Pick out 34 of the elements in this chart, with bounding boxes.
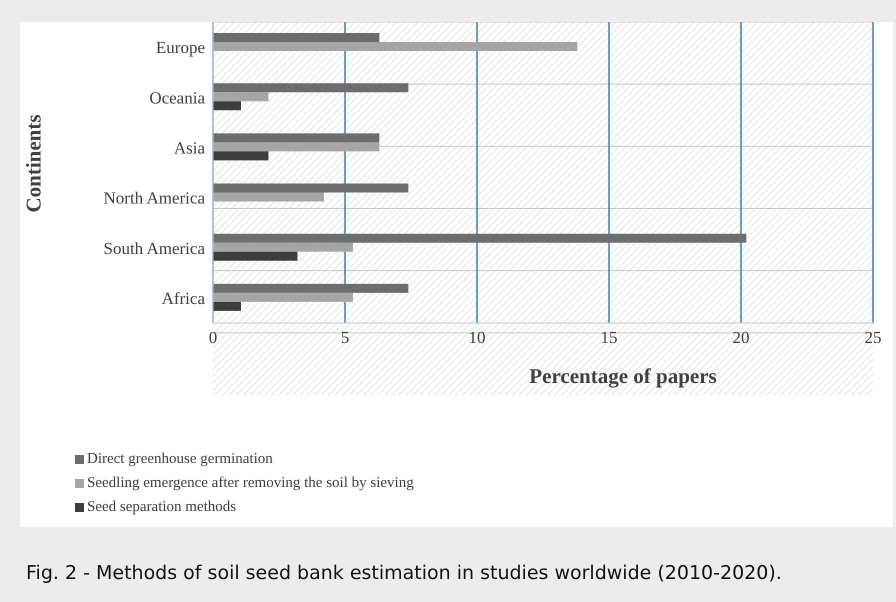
x-tick-label: 20 bbox=[732, 328, 750, 348]
bar bbox=[213, 184, 408, 193]
bar bbox=[213, 101, 241, 110]
x-tick-label: 15 bbox=[600, 328, 618, 348]
y-tick-label: Europe bbox=[156, 38, 205, 58]
x-tick-label: 10 bbox=[468, 328, 486, 348]
x-axis-title: Percentage of papers bbox=[529, 364, 717, 388]
legend-label: Seed separation methods bbox=[87, 498, 236, 517]
bar bbox=[213, 302, 241, 311]
y-tick-label: North America bbox=[104, 188, 206, 208]
y-tick-label: South America bbox=[103, 238, 206, 258]
legend-label: Seedling emergence after removing the soil by sieving bbox=[87, 474, 414, 493]
y-tick-label: Oceania bbox=[149, 88, 206, 108]
y-tick-label: Africa bbox=[162, 288, 206, 308]
bar bbox=[213, 234, 746, 243]
bar bbox=[213, 242, 353, 252]
legend-label: Direct greenhouse germination bbox=[87, 450, 273, 469]
bar bbox=[213, 192, 324, 202]
bar bbox=[213, 151, 268, 160]
x-tick-label: 5 bbox=[340, 328, 350, 348]
y-tick-label: Asia bbox=[174, 138, 206, 158]
bar bbox=[213, 42, 578, 52]
bar bbox=[213, 33, 380, 42]
x-tick-label: 0 bbox=[208, 328, 218, 348]
bar bbox=[213, 292, 353, 302]
x-tick-label: 25 bbox=[864, 328, 882, 348]
bar bbox=[213, 83, 408, 92]
bar bbox=[213, 284, 408, 293]
bar bbox=[213, 92, 268, 102]
y-axis-title: Continents bbox=[21, 114, 46, 212]
bar bbox=[213, 142, 380, 152]
bar bbox=[213, 252, 298, 261]
bar bbox=[213, 133, 380, 142]
caption: Fig. 2 - Methods of soil seed bank estimation in studies worldwide (2010-2020). bbox=[26, 562, 782, 584]
